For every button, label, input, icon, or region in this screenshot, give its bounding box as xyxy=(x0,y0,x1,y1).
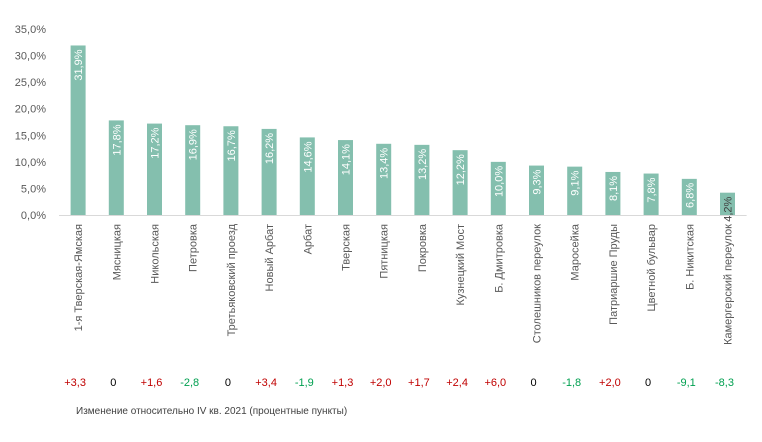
change-label: -8,3 xyxy=(715,377,734,389)
bar xyxy=(643,173,659,215)
bar xyxy=(223,126,239,215)
bar xyxy=(108,120,124,215)
bar-value-label: 14,1% xyxy=(341,144,353,175)
y-tick-label: 15,0% xyxy=(15,130,46,142)
change-label: -1,8 xyxy=(562,377,581,389)
bar xyxy=(376,143,392,215)
x-tick-label: Покровка xyxy=(417,223,429,272)
change-label: +2,0 xyxy=(370,377,392,389)
bar-value-label: 17,2% xyxy=(150,127,162,158)
x-tick-label: Третьяковский проезд xyxy=(226,223,238,336)
x-tick-label: Маросейка xyxy=(570,223,582,280)
bar xyxy=(529,165,544,215)
x-tick-label: Новый Арбат xyxy=(264,224,276,291)
bar-value-label: 13,4% xyxy=(379,148,391,179)
y-tick-label: 25,0% xyxy=(15,77,46,89)
bar xyxy=(567,166,583,215)
x-tick-label: Б. Никитская xyxy=(684,224,696,290)
bar-value-label: 13,2% xyxy=(417,149,429,180)
x-tick-label: Мясницкая xyxy=(111,224,123,280)
bar xyxy=(605,171,621,215)
bar-value-label: 16,2% xyxy=(264,133,276,164)
change-label: +2,4 xyxy=(446,377,468,389)
bar-value-label: 7,8% xyxy=(646,177,658,202)
change-label: 0 xyxy=(530,377,536,389)
bar-value-label: 4,2% xyxy=(723,196,735,221)
y-tick-label: 30,0% xyxy=(15,51,46,63)
bar xyxy=(452,150,468,215)
bar-value-label: 17,8% xyxy=(111,124,123,155)
change-label: -2,8 xyxy=(180,377,199,389)
bar xyxy=(185,125,201,215)
bar-value-label: 16,9% xyxy=(188,129,200,160)
footnote: Изменение относительно IV кв. 2021 (проц… xyxy=(76,406,348,417)
change-label: 0 xyxy=(645,377,651,389)
change-label: +2,0 xyxy=(599,377,621,389)
y-tick-label: 35,0% xyxy=(15,24,46,36)
x-tick-label: 1-я Тверская-Ямская xyxy=(73,224,85,331)
bar-value-label: 31,9% xyxy=(73,49,85,80)
change-label: 0 xyxy=(225,377,231,389)
change-label: -9,1 xyxy=(677,377,696,389)
x-tick-label: Столешников переулок xyxy=(532,224,544,343)
bar xyxy=(414,144,430,215)
y-tick-label: 0,0% xyxy=(21,210,46,222)
x-tick-label: Никольская xyxy=(150,224,162,284)
change-label: +1,7 xyxy=(408,377,430,389)
change-label: +3,3 xyxy=(64,377,86,389)
bar-value-label: 12,2% xyxy=(455,154,467,185)
x-tick-label: Тверская xyxy=(341,224,353,271)
bar-value-label: 8,1% xyxy=(608,176,620,201)
bar-value-label: 10,0% xyxy=(493,166,505,197)
change-label: +6,0 xyxy=(484,377,506,389)
bar xyxy=(490,161,506,215)
bar xyxy=(147,123,162,215)
bar-value-label: 9,1% xyxy=(570,170,582,195)
x-tick-label: Пятницкая xyxy=(379,224,391,279)
x-tick-label: Цветной бульвар xyxy=(646,224,658,311)
change-label: +1,6 xyxy=(141,377,163,389)
y-tick-label: 10,0% xyxy=(15,157,46,169)
bar-value-label: 14,6% xyxy=(302,141,314,172)
x-tick-label: Б. Дмитровка xyxy=(493,223,505,293)
change-label: 0 xyxy=(110,377,116,389)
x-tick-label: Арбат xyxy=(302,224,314,254)
change-label: +3,4 xyxy=(255,377,277,389)
x-tick-label: Камергерский переулок xyxy=(723,224,735,345)
change-label: -1,9 xyxy=(295,377,314,389)
change-label: +1,3 xyxy=(332,377,354,389)
bar xyxy=(338,140,353,215)
x-tick-label: Патриаршие Пруды xyxy=(608,224,620,325)
bar xyxy=(299,137,315,215)
bar xyxy=(681,178,697,215)
y-tick-label: 20,0% xyxy=(15,104,46,116)
bar-value-label: 16,7% xyxy=(226,130,238,161)
bar-value-label: 6,8% xyxy=(684,183,696,208)
bar xyxy=(720,192,735,215)
x-tick-label: Кузнецкий Мост xyxy=(455,224,467,306)
bar xyxy=(70,45,86,215)
y-tick-label: 5,0% xyxy=(21,183,46,195)
bar-value-label: 9,3% xyxy=(532,169,544,194)
x-tick-label: Петровка xyxy=(188,223,200,272)
bar xyxy=(261,128,277,215)
